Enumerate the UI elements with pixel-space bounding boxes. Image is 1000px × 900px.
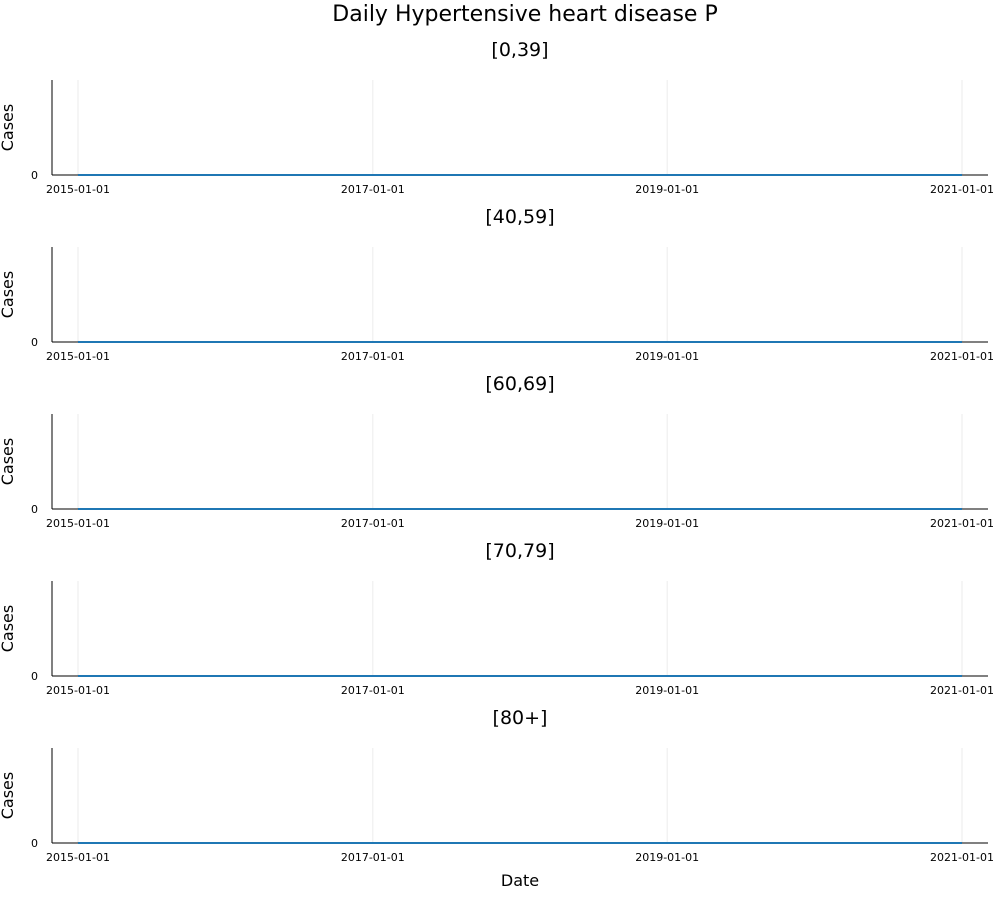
x-tick-label: 2019-01-01 xyxy=(635,684,699,697)
panel-4: [80+] Cases 0 2015-01-01 2017-01-01 2019-01-0… xyxy=(0,707,994,864)
x-tick-label: 2017-01-01 xyxy=(341,350,405,363)
x-tick-label: 2015-01-01 xyxy=(46,517,110,530)
x-tick-label: 2021-01-01 xyxy=(930,183,994,196)
x-tick-label: 2017-01-01 xyxy=(341,851,405,864)
x-tick-label: 2021-01-01 xyxy=(930,517,994,530)
chart-title: Daily Hypertensive heart disease P xyxy=(332,2,717,27)
x-tick-label: 2017-01-01 xyxy=(341,684,405,697)
x-tick-label: 2019-01-01 xyxy=(635,517,699,530)
panel-title: [70,79] xyxy=(485,540,554,562)
y-axis-label: Cases xyxy=(0,772,17,820)
y-axis-label: Cases xyxy=(0,271,17,319)
x-tick-label: 2015-01-01 xyxy=(46,350,110,363)
x-tick-label: 2015-01-01 xyxy=(46,183,110,196)
y-tick-label: 0 xyxy=(31,169,38,182)
panel-title: [60,69] xyxy=(485,373,554,395)
x-tick-label: 2019-01-01 xyxy=(635,350,699,363)
x-tick-label: 2017-01-01 xyxy=(341,517,405,530)
y-axis-label: Cases xyxy=(0,438,17,486)
y-tick-label: 0 xyxy=(31,837,38,850)
x-tick-label: 2021-01-01 xyxy=(930,851,994,864)
x-axis-label: Date xyxy=(501,871,539,890)
x-tick-label: 2019-01-01 xyxy=(635,183,699,196)
panel-title: [80+] xyxy=(493,707,548,729)
y-tick-label: 0 xyxy=(31,503,38,516)
y-tick-label: 0 xyxy=(31,336,38,349)
x-tick-label: 2017-01-01 xyxy=(341,183,405,196)
x-tick-label: 2021-01-01 xyxy=(930,350,994,363)
panels: [0,39] Cases 0 2015-01-01 2017-01-01 2019-01-… xyxy=(0,39,994,864)
panel-title: [40,59] xyxy=(485,206,554,228)
panel-2: [60,69] Cases 0 2015-01-01 2017-01-01 2019-01… xyxy=(0,373,994,530)
y-tick-label: 0 xyxy=(31,670,38,683)
x-tick-label: 2021-01-01 xyxy=(930,684,994,697)
panel-1: [40,59] Cases 0 2015-01-01 2017-01-01 2019-01… xyxy=(0,206,994,363)
x-tick-label: 2015-01-01 xyxy=(46,851,110,864)
panel-3: [70,79] Cases 0 2015-01-01 2017-01-01 2019-01… xyxy=(0,540,994,697)
panel-0: [0,39] Cases 0 2015-01-01 2017-01-01 2019-01-… xyxy=(0,39,994,196)
panel-title: [0,39] xyxy=(491,39,548,61)
y-axis-label: Cases xyxy=(0,104,17,152)
x-tick-label: 2015-01-01 xyxy=(46,684,110,697)
y-axis-label: Cases xyxy=(0,605,17,653)
x-tick-label: 2019-01-01 xyxy=(635,851,699,864)
